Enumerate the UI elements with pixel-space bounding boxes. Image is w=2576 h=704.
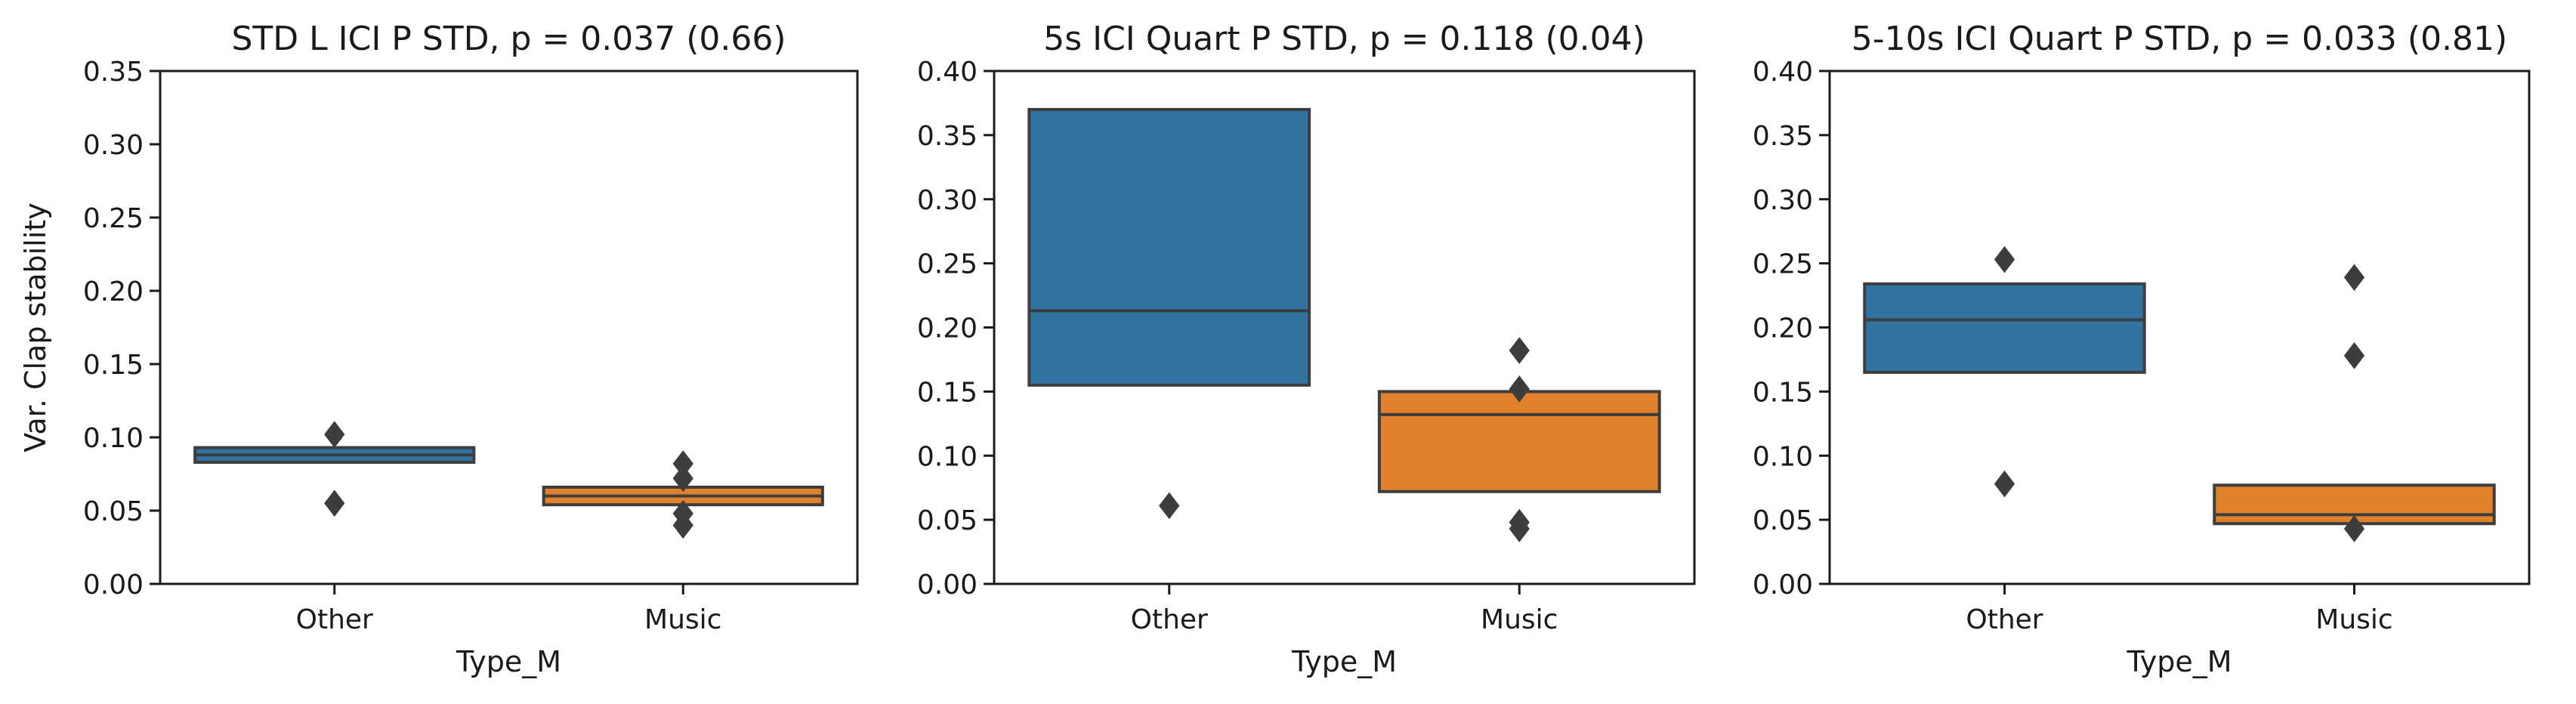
y-tick-label: 0.05 <box>917 505 978 536</box>
x-axis-label: Type_M <box>1291 645 1397 678</box>
y-tick-label: 0.30 <box>917 185 978 216</box>
y-tick-label: 0.10 <box>917 441 978 472</box>
y-tick-label: 0.20 <box>917 313 978 344</box>
y-tick-label: 0.30 <box>83 130 144 161</box>
x-tick-label: Other <box>1966 604 2043 635</box>
y-tick-label: 0.10 <box>1753 441 1813 472</box>
outlier-point <box>672 511 693 539</box>
outlier-point <box>1994 245 2015 273</box>
y-tick-label: 0.15 <box>1753 377 1813 408</box>
y-tick-label: 0.05 <box>1753 505 1813 536</box>
outlier-point <box>2343 342 2365 369</box>
y-tick-label: 0.40 <box>1753 57 1813 88</box>
y-tick-label: 0.30 <box>1753 185 1813 216</box>
chart-panel-1: STD L ICI P STD, p = 0.037 (0.66) 0.00 0.0… <box>19 20 859 678</box>
y-tick-label: 0.35 <box>83 57 144 88</box>
x-tick-label: Music <box>1481 604 1558 635</box>
y-tick-label: 0.15 <box>917 377 978 408</box>
outlier-point <box>1509 515 1530 542</box>
x-tick-label: Music <box>2315 604 2392 635</box>
outlier-point <box>2343 515 2365 542</box>
y-tick-label: 0.25 <box>1753 249 1813 280</box>
x-tick-label: Music <box>644 604 721 635</box>
y-tick-label: 0.35 <box>917 121 978 152</box>
y-tick-label: 0.00 <box>917 570 978 601</box>
x-axis-label: Type_M <box>456 645 561 678</box>
y-tick-label: 0.20 <box>1753 313 1813 344</box>
y-tick-label: 0.25 <box>83 203 144 234</box>
outlier-point <box>1509 337 1530 364</box>
y-tick-label: 0.15 <box>83 350 144 381</box>
y-axis-label: Var. Clap stability <box>19 202 52 452</box>
y-tick-label: 0.00 <box>83 570 144 601</box>
box-other <box>1027 107 1311 387</box>
panel-title: STD L ICI P STD, p = 0.037 (0.66) <box>231 20 786 58</box>
chart-panel-2: 5s ICI Quart P STD, p = 0.118 (0.04) 0.00… <box>917 20 1696 678</box>
outlier-point <box>1509 375 1530 403</box>
y-tick-label: 0.25 <box>917 249 978 280</box>
outlier-point <box>2343 264 2365 292</box>
outlier-point <box>672 465 693 492</box>
outlier-point <box>1994 470 2015 498</box>
box-other <box>1863 282 2146 374</box>
axes-frame <box>159 69 859 585</box>
y-tick-label: 0.40 <box>917 57 978 88</box>
y-tick-label: 0.00 <box>1753 570 1813 601</box>
box-music <box>1377 390 1661 493</box>
y-tick-label: 0.10 <box>83 423 144 454</box>
chart-panel-3: 5-10s ICI Quart P STD, p = 0.033 (0.81) 0… <box>1753 20 2531 678</box>
y-tick-label: 0.20 <box>83 276 144 307</box>
panel-title: 5-10s ICI Quart P STD, p = 0.033 (0.81) <box>1852 20 2507 58</box>
outlier-point <box>1159 492 1180 520</box>
outlier-point <box>324 489 345 517</box>
y-tick-label: 0.35 <box>1753 121 1813 152</box>
outlier-point <box>324 421 345 448</box>
x-tick-label: Other <box>296 604 373 635</box>
y-tick-label: 0.05 <box>83 496 144 527</box>
x-axis-label: Type_M <box>2126 645 2232 678</box>
panel-title: 5s ICI Quart P STD, p = 0.118 (0.04) <box>1043 20 1645 58</box>
x-tick-label: Other <box>1131 604 1208 635</box>
